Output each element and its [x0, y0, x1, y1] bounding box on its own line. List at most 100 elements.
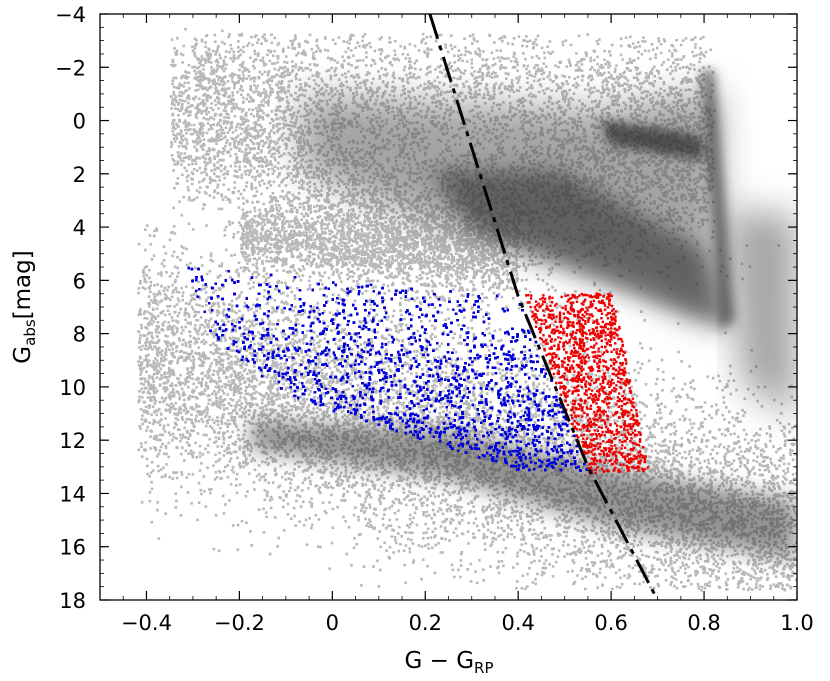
background-star: [529, 309, 533, 313]
background-star: [606, 60, 609, 64]
background-star: [257, 145, 260, 148]
background-star: [351, 224, 354, 228]
background-star: [216, 151, 219, 155]
background-star: [587, 95, 591, 98]
background-star: [222, 158, 225, 162]
background-star: [255, 159, 258, 162]
background-star: [423, 298, 427, 301]
background-star: [186, 186, 190, 189]
background-star: [197, 97, 201, 100]
background-star: [219, 134, 223, 137]
background-star: [175, 100, 178, 104]
background-star: [370, 220, 374, 224]
background-star: [173, 186, 176, 190]
background-star: [191, 65, 194, 69]
background-star: [185, 139, 189, 142]
background-star: [174, 122, 178, 126]
background-star: [457, 231, 461, 235]
background-star: [268, 121, 272, 125]
background-star: [295, 210, 299, 213]
background-star: [294, 121, 298, 124]
background-star: [505, 305, 508, 309]
background-star: [178, 156, 182, 159]
background-star: [184, 147, 188, 150]
background-star: [222, 60, 226, 64]
background-star: [524, 332, 527, 335]
background-star: [337, 242, 341, 246]
background-star: [252, 91, 256, 94]
background-star: [458, 57, 462, 60]
background-star: [233, 174, 236, 178]
background-star: [316, 189, 319, 192]
background-star: [330, 231, 334, 234]
background-star: [374, 200, 377, 204]
background-star: [172, 206, 175, 210]
background-star: [260, 164, 263, 167]
background-star: [308, 189, 311, 193]
background-star: [185, 169, 188, 173]
background-star: [240, 93, 243, 97]
background-star: [199, 86, 202, 89]
background-star: [181, 74, 185, 78]
background-star: [228, 128, 231, 132]
background-star: [212, 68, 216, 71]
background-star: [283, 142, 287, 146]
background-star: [426, 226, 430, 229]
background-star: [432, 94, 436, 97]
background-star: [219, 124, 222, 128]
background-star: [199, 81, 202, 85]
background-star: [392, 222, 396, 226]
background-star: [346, 212, 349, 215]
background-star: [292, 121, 296, 125]
background-star: [229, 126, 232, 130]
background-star: [173, 163, 177, 166]
background-star: [273, 152, 277, 155]
background-star: [183, 144, 186, 148]
background-star: [249, 84, 252, 88]
background-star: [384, 216, 388, 220]
background-star: [248, 170, 252, 173]
background-star: [390, 261, 394, 265]
background-star: [413, 299, 416, 302]
background-star: [201, 58, 204, 61]
background-star: [373, 212, 376, 216]
background-star: [240, 85, 243, 89]
background-star: [247, 173, 251, 177]
background-star: [538, 78, 542, 81]
background-star: [285, 144, 288, 147]
background-star: [314, 82, 318, 86]
background-star: [234, 164, 237, 168]
background-star: [216, 186, 219, 189]
background-star: [461, 306, 465, 310]
background-star: [243, 188, 246, 192]
background-star: [215, 58, 219, 62]
background-star: [248, 162, 252, 165]
background-star: [327, 69, 331, 72]
background-star: [210, 102, 214, 105]
background-star: [223, 176, 227, 180]
background-star: [190, 103, 193, 107]
background-star: [193, 168, 196, 171]
background-star: [485, 296, 488, 299]
background-star: [296, 145, 300, 148]
background-star: [267, 181, 270, 185]
background-star: [522, 262, 525, 265]
background-star: [200, 125, 204, 128]
background-star: [289, 199, 293, 203]
background-star: [231, 131, 235, 134]
background-star: [193, 159, 197, 163]
background-star: [240, 123, 243, 126]
background-star: [351, 194, 354, 198]
background-star: [215, 123, 219, 127]
background-star: [288, 223, 291, 226]
background-star: [381, 262, 384, 265]
background-star: [211, 178, 215, 182]
background-star: [203, 203, 206, 207]
background-star: [254, 194, 257, 197]
background-star: [440, 311, 443, 314]
background-star: [214, 179, 217, 183]
background-star: [317, 90, 320, 94]
background-star: [260, 192, 263, 196]
background-star: [431, 258, 435, 261]
background-star: [270, 110, 274, 113]
